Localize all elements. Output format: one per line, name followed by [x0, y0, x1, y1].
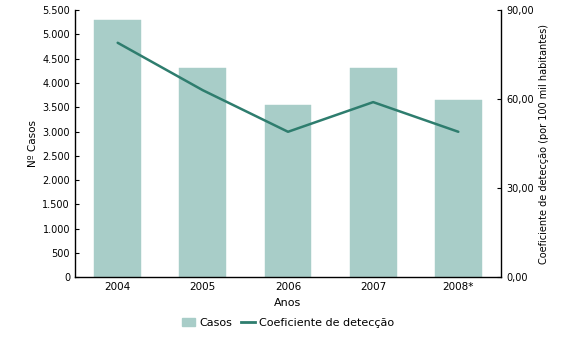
- Legend: Casos, Coeficiente de detecção: Casos, Coeficiente de detecção: [177, 313, 399, 333]
- Y-axis label: Nº Casos: Nº Casos: [28, 120, 38, 167]
- Coeficiente de detecção: [199, 88, 206, 92]
- Coeficiente de detecção: [370, 100, 377, 104]
- Bar: [350, 68, 397, 277]
- Bar: [264, 105, 312, 277]
- X-axis label: Anos: Anos: [274, 297, 302, 308]
- Line: Coeficiente de detecção: Coeficiente de detecção: [118, 43, 458, 132]
- Coeficiente de detecção: [114, 41, 121, 45]
- Coeficiente de detecção: [455, 130, 462, 134]
- Coeficiente de detecção: [285, 130, 291, 134]
- Bar: [435, 100, 482, 277]
- Bar: [179, 68, 226, 277]
- Y-axis label: Coeficiente de detecção (por 100 mil habitantes): Coeficiente de detecção (por 100 mil hab…: [539, 24, 549, 264]
- Bar: [94, 20, 141, 277]
